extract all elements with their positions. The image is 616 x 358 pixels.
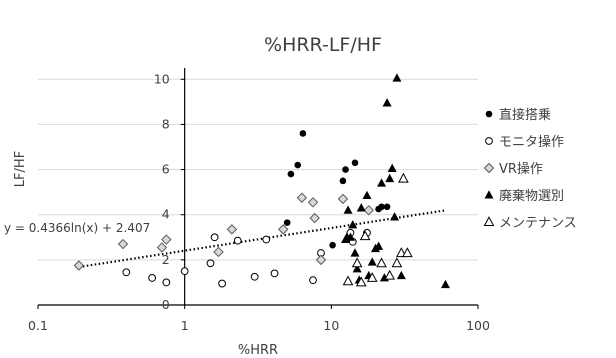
data-point-series-3 bbox=[348, 220, 358, 229]
data-point-series-4 bbox=[398, 172, 409, 183]
data-point-series-3 bbox=[345, 232, 355, 241]
data-point-series-0 bbox=[299, 130, 307, 137]
data-point-series-2 bbox=[156, 242, 168, 253]
legend-label: メンテナンス bbox=[499, 216, 577, 231]
y-tick-label: 6 bbox=[162, 162, 170, 177]
data-point-series-4 bbox=[342, 275, 354, 286]
data-point-series-3 bbox=[367, 257, 377, 266]
data-point-series-3 bbox=[387, 163, 397, 172]
data-point-series-0 bbox=[329, 241, 336, 249]
y-tick-label: 10 bbox=[154, 71, 170, 86]
x-axis-label: %HRR bbox=[238, 343, 278, 358]
axes bbox=[37, 68, 479, 309]
trendline-equation: y = 0.4366ln(x) + 2.407 bbox=[4, 221, 150, 235]
data-point-series-3 bbox=[382, 98, 392, 107]
legend-label: 廃棄物選別 bbox=[499, 188, 564, 204]
data-point-series-3 bbox=[440, 279, 450, 289]
data-point-series-4 bbox=[384, 269, 396, 280]
data-point-series-3 bbox=[352, 264, 362, 273]
data-point-series-0 bbox=[283, 219, 291, 226]
data-point-series-3 bbox=[390, 212, 400, 221]
chart-title: %HRR-LF/HF bbox=[264, 34, 382, 56]
x-tick-label: 10 bbox=[323, 318, 339, 333]
data-point-series-3 bbox=[396, 270, 406, 280]
data-point-series-3 bbox=[343, 205, 353, 214]
data-point-series-1 bbox=[148, 274, 157, 282]
trendline-path bbox=[78, 209, 446, 269]
data-point-series-3 bbox=[374, 241, 384, 250]
data-point-series-2 bbox=[296, 192, 308, 203]
data-point-series-3 bbox=[350, 248, 360, 257]
legend-label: 直接搭乗 bbox=[499, 107, 551, 123]
data-point-series-2 bbox=[73, 260, 85, 271]
x-tick-label: 100 bbox=[466, 318, 490, 333]
legend-marker bbox=[485, 137, 493, 145]
data-point-series-4 bbox=[376, 257, 387, 268]
legend-marker bbox=[484, 190, 494, 199]
data-point-series-2 bbox=[278, 224, 289, 235]
data-point-series-1 bbox=[218, 279, 227, 288]
data-point-series-1 bbox=[250, 272, 259, 281]
data-point-series-2 bbox=[226, 224, 238, 235]
data-point-series-0 bbox=[287, 170, 295, 178]
data-point-series-2 bbox=[337, 193, 349, 205]
data-point-series-1 bbox=[309, 276, 317, 285]
y-axis-label: LF/HF bbox=[13, 151, 28, 187]
data-point-series-0 bbox=[294, 161, 302, 169]
y-tick-label: 8 bbox=[162, 116, 170, 131]
data-point-series-1 bbox=[162, 278, 171, 287]
data-point-series-2 bbox=[307, 197, 319, 208]
data-point-series-0 bbox=[351, 159, 359, 167]
data-point-series-0 bbox=[342, 166, 349, 173]
data-point-series-2 bbox=[161, 234, 172, 245]
data-point-series-1 bbox=[233, 236, 242, 245]
data-point-series-1 bbox=[180, 267, 189, 276]
y-tick-label: 0 bbox=[162, 297, 170, 312]
data-point-series-0 bbox=[378, 203, 385, 211]
data-point-series-2 bbox=[363, 204, 374, 216]
data-point-series-3 bbox=[385, 173, 395, 183]
data-point-series-2 bbox=[309, 212, 320, 224]
data-point-series-2 bbox=[213, 246, 224, 258]
x-tick-label: 1 bbox=[181, 318, 189, 333]
data-point-series-3 bbox=[362, 190, 372, 200]
data-point-series-4 bbox=[366, 272, 378, 282]
legend-marker bbox=[485, 110, 493, 118]
data-point-series-3 bbox=[392, 73, 402, 82]
data-point-series-1 bbox=[262, 235, 271, 244]
data-point-series-4 bbox=[391, 257, 403, 268]
data-point-series-1 bbox=[270, 269, 279, 278]
gridlines bbox=[38, 78, 478, 261]
data-point-series-3 bbox=[377, 178, 387, 187]
x-tick-label: 0.1 bbox=[28, 318, 48, 333]
trendline bbox=[78, 209, 446, 269]
legend-marker bbox=[483, 216, 495, 226]
data-point-series-4 bbox=[402, 247, 413, 258]
tick-labels: 0 2 4 6 8 10 0.1 1 10 100 bbox=[28, 71, 490, 333]
data-point-series-1 bbox=[122, 268, 131, 277]
data-point-series-4 bbox=[351, 257, 363, 268]
data-point-series-3 bbox=[356, 203, 366, 212]
y-tick-label: 4 bbox=[162, 207, 170, 222]
legend-label: VR操作 bbox=[499, 161, 543, 177]
y-tick-label: 2 bbox=[162, 252, 170, 267]
data-point-series-4 bbox=[359, 230, 371, 241]
data-point-series-4 bbox=[355, 276, 367, 287]
legend-marker bbox=[483, 162, 495, 174]
data-point-series-1 bbox=[206, 259, 215, 268]
data-points bbox=[73, 73, 450, 289]
data-point-series-3 bbox=[341, 234, 351, 244]
legend-label: モニタ操作 bbox=[499, 134, 564, 150]
data-point-series-0 bbox=[383, 203, 391, 211]
data-point-series-1 bbox=[210, 233, 219, 242]
data-point-series-2 bbox=[117, 238, 129, 250]
data-point-series-0 bbox=[339, 177, 347, 185]
data-point-series-2 bbox=[315, 254, 327, 266]
